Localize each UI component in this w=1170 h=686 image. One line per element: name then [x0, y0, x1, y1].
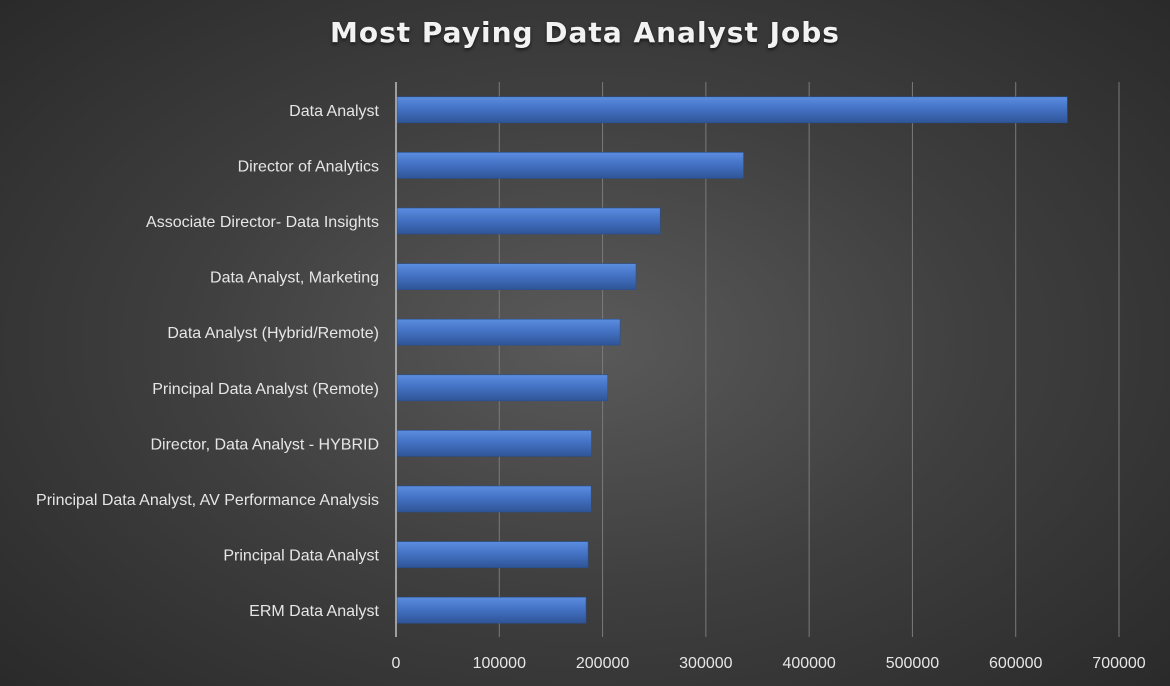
category-label: Principal Data Analyst (Remote) [152, 381, 379, 398]
x-tick-label: 600000 [989, 655, 1042, 672]
x-tick-label: 500000 [886, 655, 939, 672]
category-label: Director, Data Analyst - HYBRID [150, 436, 379, 453]
x-tick-label: 300000 [679, 655, 732, 672]
bar [396, 207, 661, 235]
category-label: Data Analyst [289, 103, 379, 120]
x-tick-label: 0 [392, 655, 401, 672]
category-label: ERM Data Analyst [249, 603, 379, 620]
bar [396, 374, 609, 402]
bar [396, 152, 744, 179]
bar [396, 263, 637, 290]
bar [396, 541, 589, 568]
x-tick-labels: 0 100000 200000 300000 400000 500000 600000 700… [392, 655, 1146, 672]
bar [396, 430, 592, 457]
category-labels: Data Analyst Director of Analytics Associa… [36, 103, 380, 620]
category-label: Data Analyst, Marketing [210, 270, 379, 287]
chart-title: Most Paying Data Analyst Jobs [330, 16, 840, 49]
x-tick-label: 200000 [576, 655, 629, 672]
category-label: Data Analyst (Hybrid/Remote) [167, 325, 379, 342]
category-label: Principal Data Analyst [223, 548, 379, 565]
bar [396, 318, 621, 346]
bar [396, 485, 592, 513]
bar [396, 596, 587, 624]
bar [396, 96, 1068, 124]
category-label: Associate Director- Data Insights [146, 214, 379, 231]
bars [396, 96, 1068, 624]
x-tick-label: 400000 [782, 655, 835, 672]
x-tick-label: 100000 [473, 655, 526, 672]
category-label: Director of Analytics [238, 158, 379, 175]
category-label: Principal Data Analyst, AV Performance A… [36, 492, 379, 509]
x-tick-label: 700000 [1092, 655, 1145, 672]
